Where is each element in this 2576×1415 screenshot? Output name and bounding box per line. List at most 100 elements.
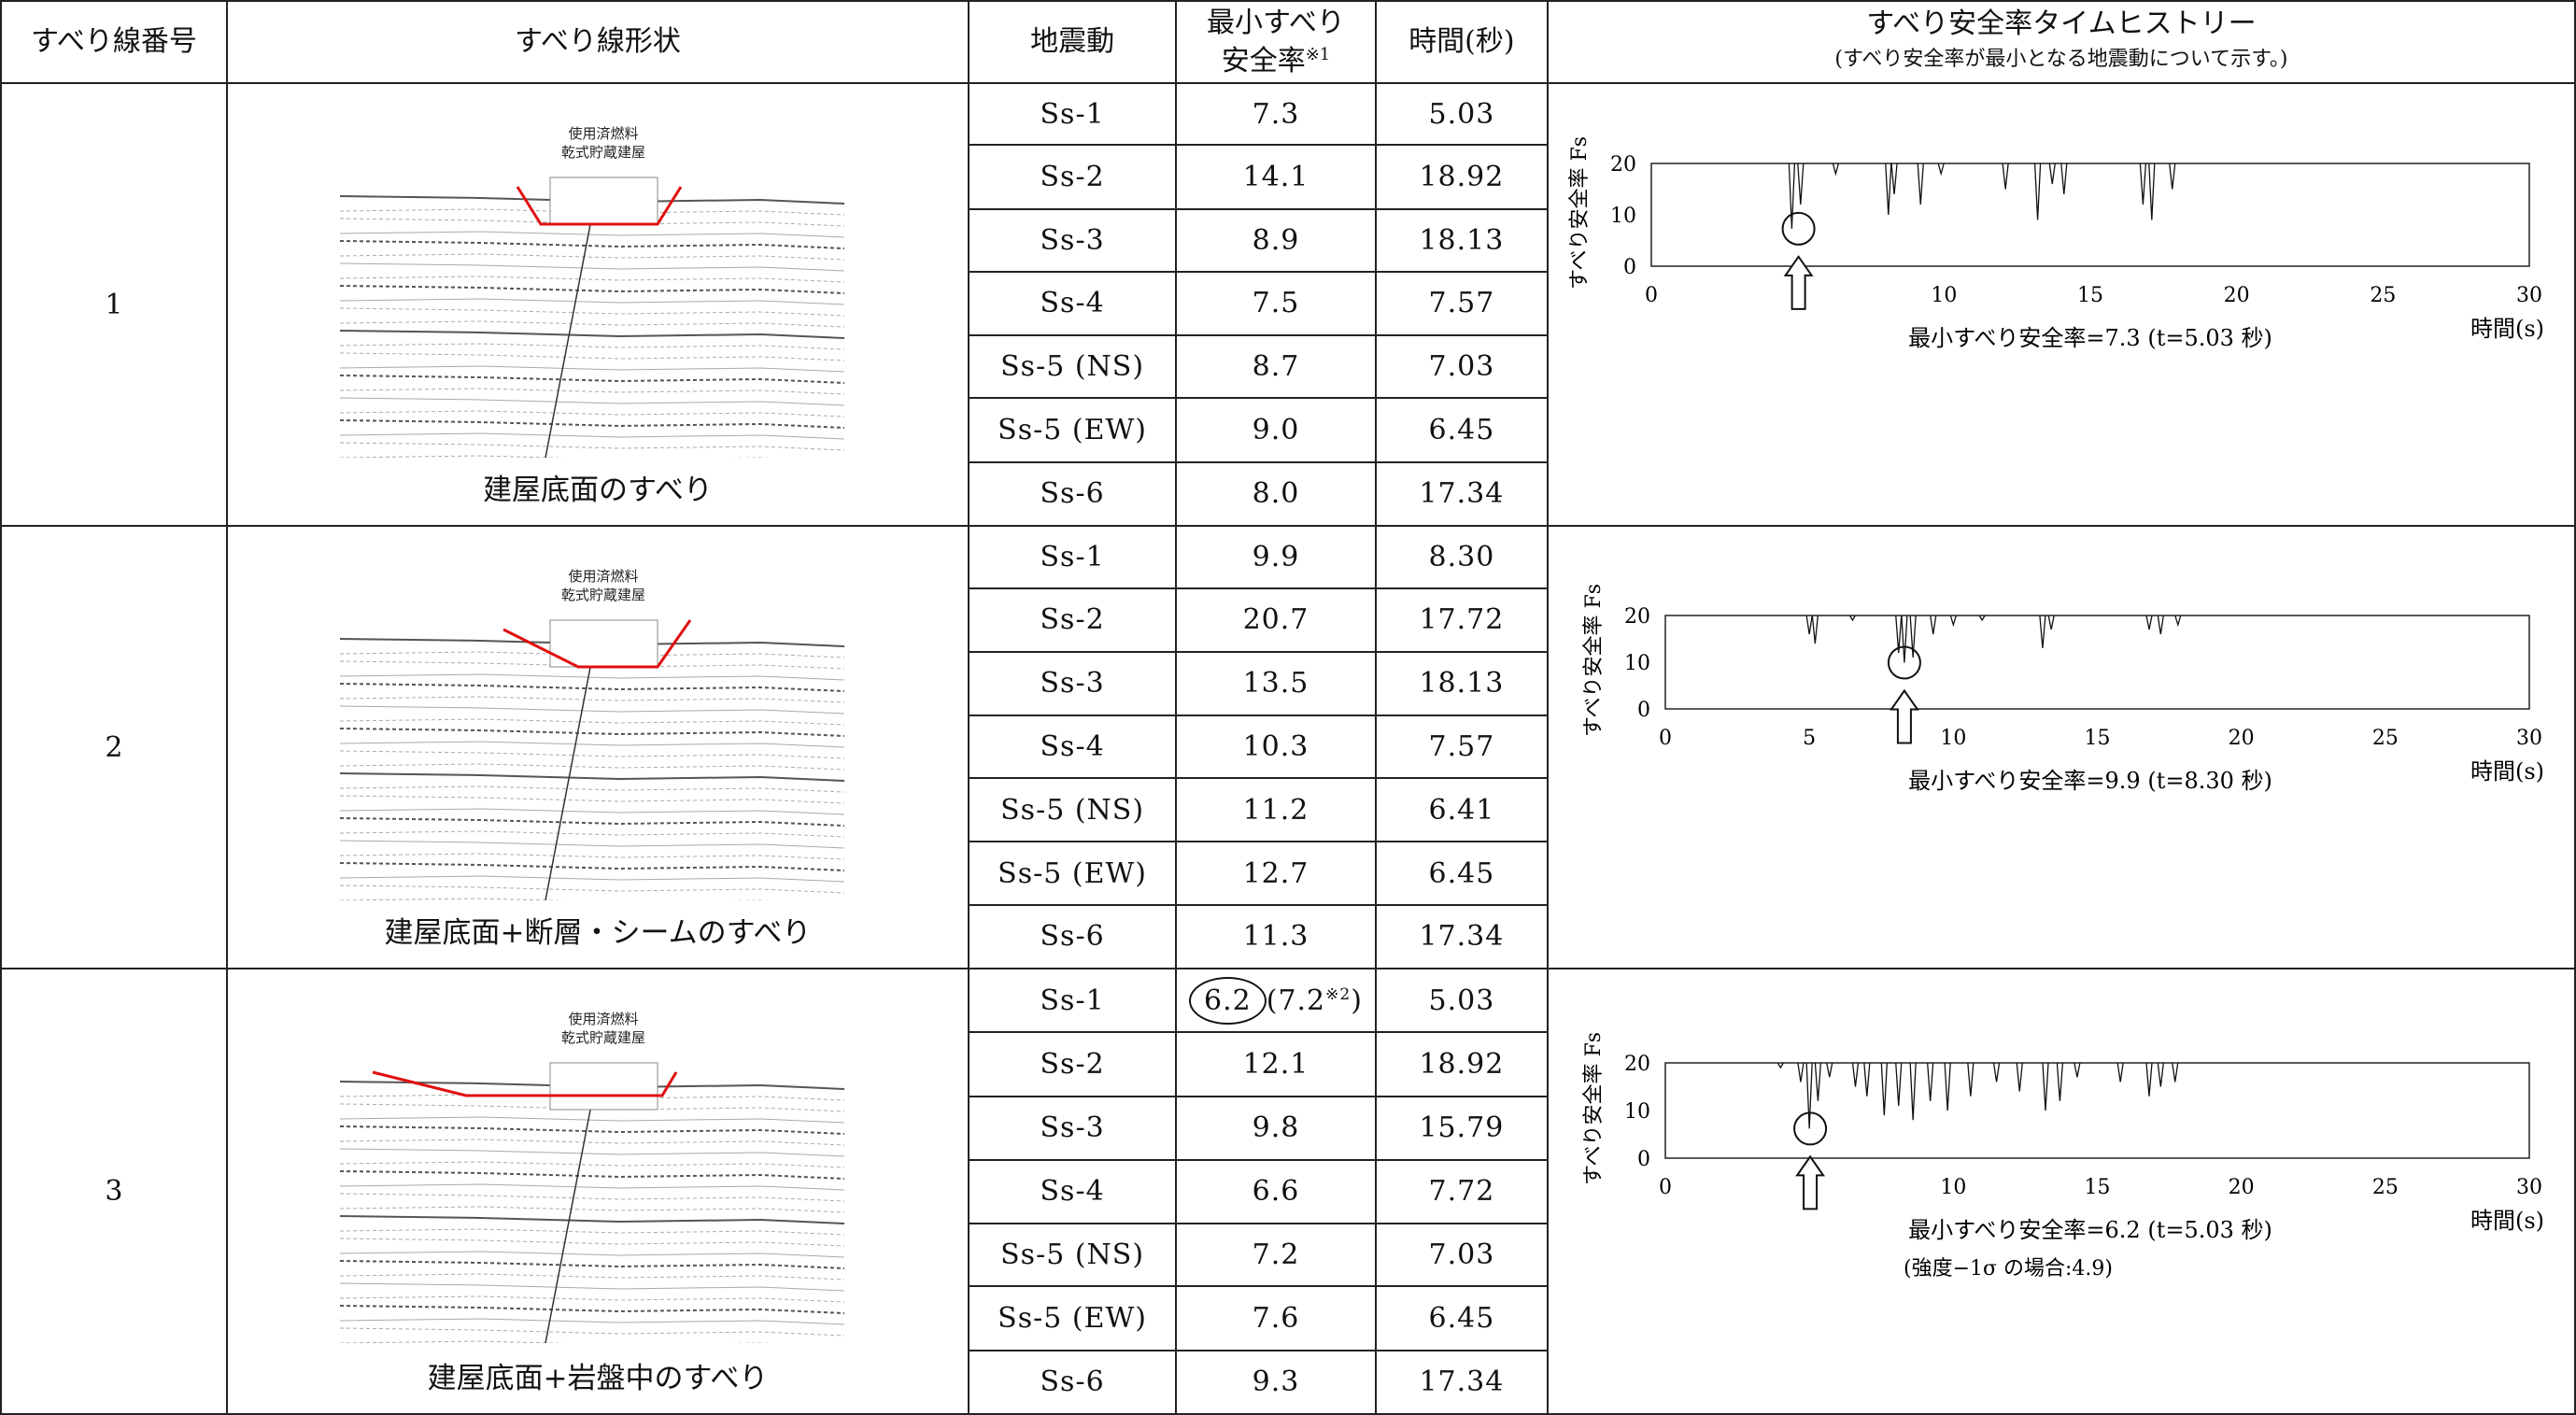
header-history-sub: (すべり安全率が最小となる地震動について示す。) <box>1834 48 2288 71</box>
fs-trace-dip <box>2157 1062 2164 1087</box>
y-tick-label: 10 <box>1610 205 1636 228</box>
min-fs-cell: 14.1 <box>1175 144 1377 210</box>
min-fs-cell: 6.6 <box>1175 1158 1377 1225</box>
x-axis-label: 時間(s) <box>2470 316 2544 342</box>
fs-trace-dip <box>2116 1062 2124 1082</box>
table-row: Ss-4 7.5 7.57 <box>1 270 2575 337</box>
x-tick-label: 30 <box>2516 1176 2542 1199</box>
y-tick-label: 20 <box>1624 605 1650 629</box>
fault-line <box>545 214 593 458</box>
cross-section-lines <box>339 1081 844 1343</box>
time-cell: 5.03 <box>1374 81 1549 147</box>
fs-trace-dip <box>1929 615 1937 635</box>
table-row: Ss-5 (NS) 8.7 7.03 <box>1 334 2575 400</box>
slip-no-cell: 2 <box>0 525 228 969</box>
y-tick-label: 0 <box>1637 699 1650 722</box>
table-row: 2 使用済燃料 乾式貯蔵建屋 建屋底面+断層・シームのすべり Ss-1 9.9 8.30 0 5… <box>0 524 2576 969</box>
building-outline <box>549 177 658 225</box>
min-fs-marker <box>1792 1111 1827 1146</box>
slip-shape-figure: 使用済燃料 乾式貯蔵建屋 建屋底面+断層・シームのすべり <box>228 527 968 968</box>
time-cell: 6.45 <box>1374 841 1549 906</box>
x-tick-label: 25 <box>2372 1176 2399 1199</box>
y-tick-label: 10 <box>1624 1100 1650 1124</box>
building-label-2: 乾式貯蔵建屋 <box>561 587 645 603</box>
y-axis-label: すべり安全率 Fs <box>1582 584 1606 737</box>
min-fs-cell: 7.2 <box>1175 1223 1377 1288</box>
fs-trace-dip <box>2048 163 2056 185</box>
ground-motion-cell: Ss-5 (NS) <box>968 1223 1178 1288</box>
y-axis-label: すべり安全率 Fs <box>1582 1032 1606 1185</box>
x-axis-label: 時間(s) <box>2470 758 2544 785</box>
fs-trace-dip <box>1880 1062 1888 1116</box>
time-cell: 18.13 <box>1374 207 1549 273</box>
slip-shape-figure: 使用済燃料 乾式貯蔵建屋 建屋底面のすべり <box>228 84 968 525</box>
x-tick-label: 10 <box>1931 284 1957 307</box>
ground-motion-cell: Ss-2 <box>968 587 1178 653</box>
min-fs-cell: 7.3 <box>1175 81 1377 147</box>
ground-motion-cell: Ss-6 <box>968 1349 1178 1415</box>
ground-motion-cell: Ss-4 <box>968 270 1178 337</box>
fs-trace-dip <box>1894 615 1903 654</box>
fs-trace-dip <box>1967 1062 1974 1097</box>
min-fs-circled: 6.2 <box>1189 976 1267 1025</box>
y-tick-label: 20 <box>1610 153 1636 177</box>
x-tick-label: 20 <box>2224 284 2250 307</box>
ground-motion-cell: Ss-4 <box>968 714 1178 780</box>
time-cell: 7.03 <box>1374 334 1549 400</box>
table-row: Ss-3 13.5 18.13 <box>1 650 2575 716</box>
ground-motion-cell: Ss-3 <box>968 650 1178 716</box>
min-fs-cell: 12.1 <box>1175 1031 1377 1097</box>
ground-motion-cell: Ss-4 <box>968 1158 1178 1225</box>
min-fs-cell: 8.7 <box>1175 334 1377 400</box>
fault-line <box>545 657 593 900</box>
time-cell: 18.13 <box>1374 650 1549 716</box>
x-tick-label: 15 <box>2084 727 2110 750</box>
slip-shape-cell: 使用済燃料 乾式貯蔵建屋 建屋底面+岩盤中のすべり <box>225 968 970 1415</box>
x-tick-label: 20 <box>2229 727 2255 750</box>
fault-line <box>545 1099 593 1343</box>
y-tick-label: 10 <box>1624 652 1650 675</box>
min-fs-result: 最小すべり安全率=9.9 (t=8.30 秒) <box>1908 768 2272 794</box>
y-tick-label: 0 <box>1637 1148 1650 1171</box>
fs-trace-dip <box>2016 1062 2023 1092</box>
ground-motion-cell: Ss-5 (EW) <box>968 1285 1178 1351</box>
x-tick-label: 5 <box>1803 727 1816 750</box>
fs-trace-dip <box>1776 1062 1784 1069</box>
fs-trace-dip <box>1805 615 1813 635</box>
ground-motion-cell: Ss-5 (EW) <box>968 841 1178 906</box>
slip-shape-caption: 建屋底面+岩盤中のすべり <box>427 1362 769 1395</box>
fs-trace-dip <box>1894 1062 1903 1106</box>
time-cell: 18.92 <box>1374 1031 1549 1097</box>
min-fs-cell: 9.9 <box>1175 524 1377 590</box>
header-ground-motion: 地震動 <box>968 0 1178 84</box>
plot-frame <box>1664 615 2530 710</box>
fs-trace-dip <box>1885 163 1892 216</box>
ground-motion-cell: Ss-5 (NS) <box>968 777 1178 843</box>
time-cell: 15.79 <box>1374 1095 1549 1161</box>
min-fs-cell: 10.3 <box>1175 714 1377 780</box>
header-slip-no: すべり線番号 <box>0 0 228 84</box>
fs-trace-dip <box>1788 163 1795 229</box>
x-tick-label: 25 <box>2370 284 2396 307</box>
fs-trace-dip <box>1825 1062 1833 1078</box>
min-fs-marker <box>1781 211 1816 246</box>
time-cell: 7.57 <box>1374 714 1549 780</box>
header-min-fs-line2: 安全率 <box>1221 44 1306 78</box>
building-label-2: 乾式貯蔵建屋 <box>561 144 645 161</box>
fs-trace-dip <box>2171 1062 2179 1082</box>
table-row: Ss-6 8.0 17.34 <box>1 460 2575 528</box>
min-fs-result-note: (強度−1σ の場合:4.9) <box>1904 1257 2113 1281</box>
x-tick-label: 25 <box>2372 727 2399 750</box>
min-fs-arrow <box>1783 255 1814 310</box>
time-cell: 17.34 <box>1374 460 1549 528</box>
fs-trace-dip <box>1909 615 1917 658</box>
fs-time-history-cell: 0 5 10 15 20 25 30 0 10 20 すべり安全率 Fs 時間(s) 最小すべり安全率=… <box>1546 525 2576 969</box>
slip-shape-cell: 使用済燃料 乾式貯蔵建屋 建屋底面のすべり <box>225 82 970 527</box>
table-row: Ss-2 12.1 18.92 <box>1 1031 2575 1097</box>
table-row: Ss-4 6.6 7.72 <box>1 1158 2575 1225</box>
fs-trace-dip <box>1814 1062 1821 1101</box>
